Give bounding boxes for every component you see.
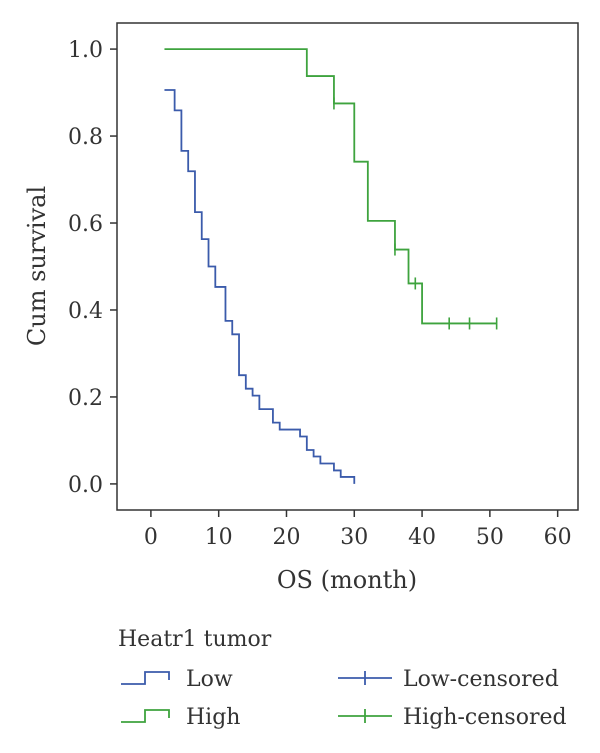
axes: 0 10 20 30 40 50 60 0.0 0.2 0.4 0.6 0.8 1.0 (68, 38, 572, 550)
x-tick-label: 20 (272, 525, 300, 550)
legend-label: Low (186, 667, 233, 692)
y-tick-label: 0.2 (68, 386, 103, 411)
series-line-high (164, 48, 497, 325)
legend-label: High-censored (403, 705, 567, 730)
x-tick-label: 10 (205, 525, 233, 550)
legend-label: High (186, 705, 240, 730)
x-axis-title: OS (month) (277, 566, 417, 594)
legend-label: Low-censored (403, 667, 559, 692)
legend-item-high-censored: High-censored (338, 705, 567, 730)
legend-step-symbol (121, 671, 170, 685)
x-tick-label: 50 (476, 525, 504, 550)
legend-item-high: High (121, 705, 240, 730)
x-tick-label: 0 (144, 525, 158, 550)
y-tick-label: 0.4 (68, 299, 103, 324)
legend-step-symbol (121, 709, 170, 723)
series-layer (164, 48, 498, 484)
x-tick-label: 40 (408, 525, 436, 550)
y-tick-label: 0.0 (68, 473, 103, 498)
legend-item-low: Low (121, 667, 233, 692)
plot-frame (116, 22, 579, 511)
legend-items: Low High Low-censored High-censored (121, 667, 567, 730)
legend: Heatr1 tumor Low High Low-censored High-cen… (118, 627, 567, 730)
y-tick-label: 0.8 (68, 125, 103, 150)
x-tick-label: 60 (544, 525, 572, 550)
y-tick-label: 0.6 (68, 212, 103, 237)
y-tick-label: 1.0 (68, 38, 103, 63)
x-tick-label: 30 (340, 525, 368, 550)
legend-title: Heatr1 tumor (118, 627, 272, 652)
y-axis-title: Cum survival (23, 186, 51, 346)
series-line-low (164, 89, 356, 484)
legend-item-low-censored: Low-censored (338, 667, 559, 692)
